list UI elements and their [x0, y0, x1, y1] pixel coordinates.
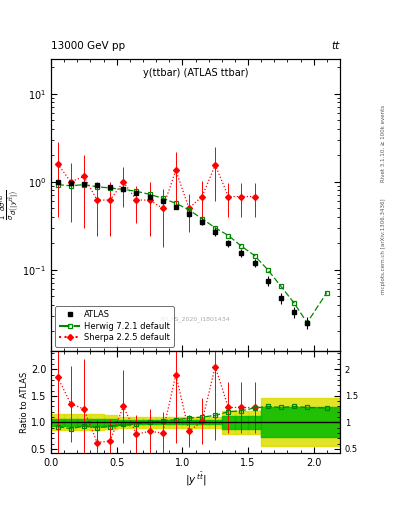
Text: tt: tt [332, 41, 340, 51]
Y-axis label: Ratio to ATLAS: Ratio to ATLAS [20, 371, 29, 433]
Text: mcplots.cern.ch [arXiv:1306.3436]: mcplots.cern.ch [arXiv:1306.3436] [381, 198, 386, 293]
Text: 13000 GeV pp: 13000 GeV pp [51, 41, 125, 51]
Y-axis label: $\frac{1}{\sigma}\frac{d\sigma^{nd}}{d\left(|y^{t\bar{t}}|\right)}$: $\frac{1}{\sigma}\frac{d\sigma^{nd}}{d\l… [0, 189, 21, 220]
Legend: ATLAS, Herwig 7.2.1 default, Sherpa 2.2.5 default: ATLAS, Herwig 7.2.1 default, Sherpa 2.2.… [55, 306, 174, 347]
Text: Rivet 3.1.10, ≥ 100k events: Rivet 3.1.10, ≥ 100k events [381, 105, 386, 182]
Text: ATLAS_2020_I1801434: ATLAS_2020_I1801434 [160, 316, 231, 322]
X-axis label: $|y^{\,t\bar{t}}|$: $|y^{\,t\bar{t}}|$ [185, 471, 206, 488]
Text: y(ttbar) (ATLAS ttbar): y(ttbar) (ATLAS ttbar) [143, 68, 248, 78]
